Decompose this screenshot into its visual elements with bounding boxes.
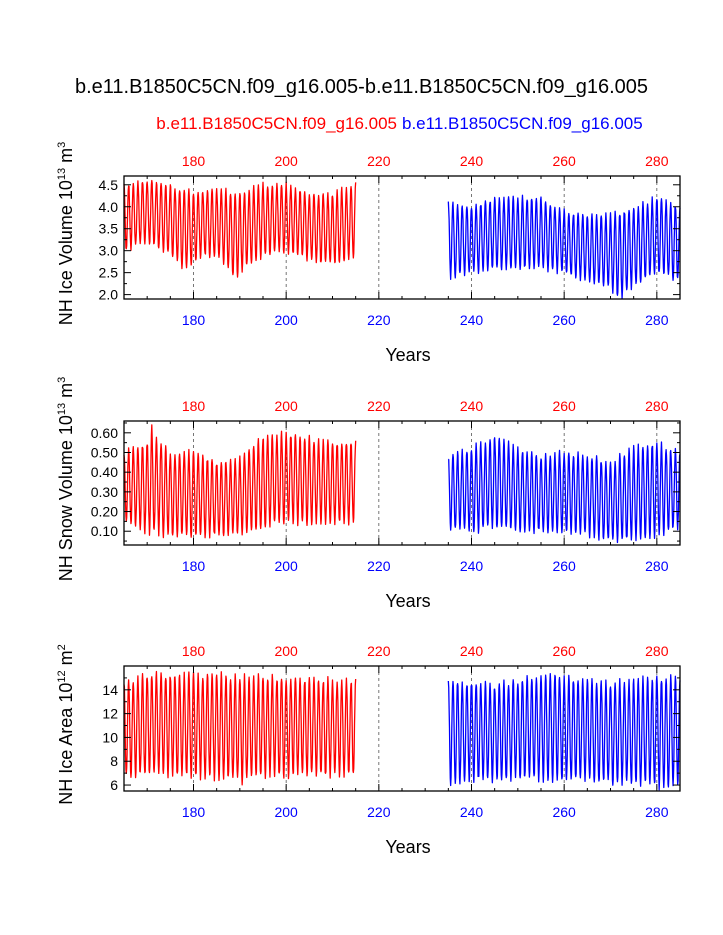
case1-subtitle: b.e11.B1850C5CN.f09_g16.005 <box>156 114 397 133</box>
y-axis-label-text: NH Ice Volume 10 <box>56 180 76 325</box>
ytick-label-2: 10 <box>102 729 118 745</box>
xtick-label-bottom-200: 200 <box>274 558 298 574</box>
xtick-label-bottom-200: 200 <box>274 804 298 820</box>
ytick-label-0: 6 <box>110 777 118 793</box>
ytick-label-1: 0.20 <box>91 504 118 520</box>
y-axis-label: NH Ice Volume 1013 m3 <box>56 142 76 325</box>
y-axis-label-text: NH Ice Area 10 <box>56 683 76 805</box>
x-axis-label: Years <box>385 345 430 365</box>
xtick-label-bottom-240: 240 <box>460 312 484 328</box>
xtick-label-top-200: 200 <box>274 153 298 169</box>
xtick-label-bottom-280: 280 <box>645 312 669 328</box>
xtick-label-top-180: 180 <box>182 643 206 659</box>
ytick-label-2: 3.0 <box>99 243 119 259</box>
y-axis-label-exponent: 13 <box>56 403 68 415</box>
xtick-label-top-280: 280 <box>645 398 669 414</box>
ytick-label-1: 2.5 <box>99 265 119 281</box>
series-line-2 <box>447 194 681 300</box>
ytick-label-4: 0.50 <box>91 444 118 460</box>
case2-subtitle: b.e11.B1850C5CN.f09_g16.005 <box>402 114 643 133</box>
xtick-label-bottom-240: 240 <box>460 804 484 820</box>
y-axis-label-text: m <box>56 650 76 670</box>
ytick-label-4: 14 <box>102 682 118 698</box>
ytick-label-2: 0.30 <box>91 484 118 500</box>
xtick-label-top-220: 220 <box>367 153 391 169</box>
y-axis-label-exponent: 3 <box>56 142 68 148</box>
xtick-label-bottom-220: 220 <box>367 558 391 574</box>
xtick-label-top-240: 240 <box>460 153 484 169</box>
y-axis-label: NH Ice Area 1012 m2 <box>56 644 76 804</box>
xtick-label-bottom-180: 180 <box>182 558 206 574</box>
xtick-label-top-220: 220 <box>367 398 391 414</box>
xtick-label-top-260: 260 <box>552 398 576 414</box>
chart-panel-2: 180 180 200 200 220 220 240 240 260 260 280 280 0.10… <box>56 377 681 611</box>
xtick-label-top-240: 240 <box>460 643 484 659</box>
y-axis-label-text: m <box>56 383 76 403</box>
y-axis-label: NH Snow Volume 1013 m3 <box>56 377 76 581</box>
xtick-label-bottom-220: 220 <box>367 312 391 328</box>
ytick-label-3: 3.5 <box>99 221 119 237</box>
xtick-label-bottom-280: 280 <box>645 558 669 574</box>
xtick-label-top-180: 180 <box>182 398 206 414</box>
series-line-2 <box>447 672 681 791</box>
xtick-label-top-240: 240 <box>460 398 484 414</box>
series-line-2 <box>447 437 681 544</box>
xtick-label-top-200: 200 <box>274 643 298 659</box>
y-axis-label-text: NH Snow Volume 10 <box>56 415 76 581</box>
series-line-1 <box>123 670 357 786</box>
xtick-label-bottom-260: 260 <box>552 804 576 820</box>
xtick-label-top-280: 280 <box>645 153 669 169</box>
xtick-label-bottom-280: 280 <box>645 804 669 820</box>
x-axis-label: Years <box>385 837 430 857</box>
ytick-label-3: 12 <box>102 706 118 722</box>
xtick-label-top-260: 260 <box>552 643 576 659</box>
chart-panel-3: 180 180 200 200 220 220 240 240 260 260 280 280 6 8 10… <box>56 643 681 857</box>
x-axis-label: Years <box>385 591 430 611</box>
y-axis-label-exponent: 2 <box>56 644 68 650</box>
xtick-label-bottom-260: 260 <box>552 312 576 328</box>
xtick-label-bottom-220: 220 <box>367 804 391 820</box>
ytick-label-4: 4.0 <box>99 199 119 215</box>
xtick-label-top-280: 280 <box>645 643 669 659</box>
y-axis-label-exponent: 13 <box>56 168 68 180</box>
xtick-label-bottom-180: 180 <box>182 312 206 328</box>
xtick-label-bottom-240: 240 <box>460 558 484 574</box>
plot-frame <box>123 420 681 546</box>
ytick-label-0: 2.0 <box>99 287 119 303</box>
xtick-label-bottom-180: 180 <box>182 804 206 820</box>
xtick-label-top-260: 260 <box>552 153 576 169</box>
y-axis-label-exponent: 3 <box>56 377 68 383</box>
xtick-label-top-180: 180 <box>182 153 206 169</box>
ytick-label-0: 0.10 <box>91 523 118 539</box>
ytick-label-5: 0.60 <box>91 425 118 441</box>
y-axis-label-text: m <box>56 148 76 168</box>
xtick-label-top-200: 200 <box>274 398 298 414</box>
xtick-label-bottom-200: 200 <box>274 312 298 328</box>
ytick-label-1: 8 <box>110 753 118 769</box>
series-line-1 <box>123 179 357 278</box>
xtick-label-bottom-260: 260 <box>552 558 576 574</box>
y-axis-label-exponent: 12 <box>56 670 68 682</box>
ytick-label-3: 0.40 <box>91 464 118 480</box>
chart-panel-1: 180 180 200 200 220 220 240 240 260 260 280 280 2.0 2… <box>56 142 681 365</box>
ytick-label-5: 4.5 <box>99 177 119 193</box>
xtick-label-top-220: 220 <box>367 643 391 659</box>
chart-main-title: b.e11.B1850C5CN.f09_g16.005-b.e11.B1850C… <box>74 76 649 98</box>
series-line-1 <box>123 424 357 539</box>
